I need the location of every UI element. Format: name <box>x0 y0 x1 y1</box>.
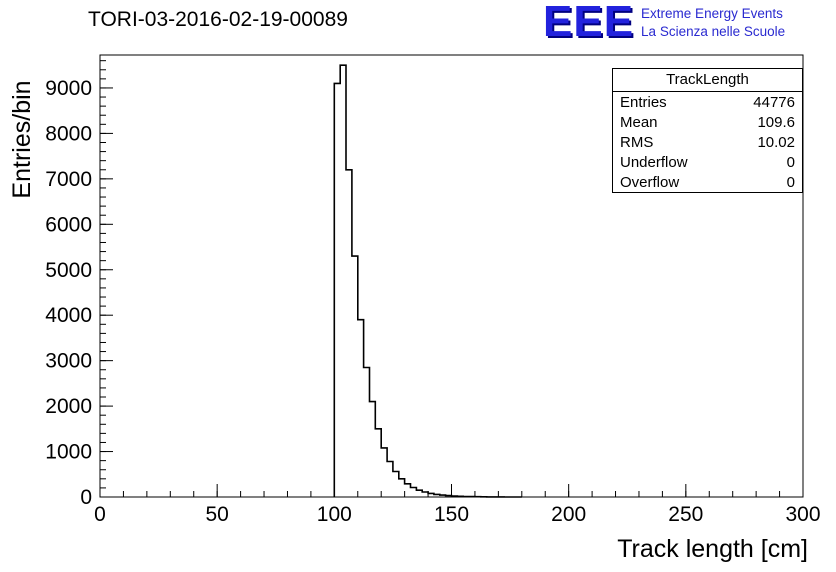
stats-row-rms: RMS 10.02 <box>613 132 802 152</box>
svg-text:5000: 5000 <box>45 259 92 282</box>
svg-text:1000: 1000 <box>45 441 92 464</box>
svg-text:300: 300 <box>785 503 820 526</box>
svg-text:150: 150 <box>434 503 469 526</box>
svg-text:4000: 4000 <box>45 304 92 327</box>
stats-row-underflow: Underflow 0 <box>613 152 802 172</box>
svg-text:9000: 9000 <box>45 77 92 100</box>
svg-text:7000: 7000 <box>45 168 92 191</box>
stats-value: 44776 <box>753 93 795 111</box>
eee-logo: EEE Extreme Energy Events La Scienza nel… <box>543 0 785 46</box>
stats-label: RMS <box>620 133 654 151</box>
stats-label: Overflow <box>620 173 680 191</box>
stats-value: 10.02 <box>757 133 795 151</box>
svg-text:200: 200 <box>551 503 586 526</box>
svg-text:100: 100 <box>317 503 352 526</box>
eee-logo-text: Extreme Energy Events La Scienza nelle S… <box>641 2 785 41</box>
stats-row-mean: Mean 109.6 <box>613 112 802 132</box>
stats-box-title: TrackLength <box>613 69 802 92</box>
x-axis-label: Track length [cm] <box>617 535 808 563</box>
svg-text:0: 0 <box>94 503 106 526</box>
stats-label: Mean <box>620 113 658 131</box>
svg-text:8000: 8000 <box>45 122 92 145</box>
y-axis-label: Entries/bin <box>8 80 36 199</box>
stats-value: 109.6 <box>757 113 795 131</box>
eee-logo-letters: EEE <box>543 0 635 46</box>
stats-value: 0 <box>786 153 795 171</box>
eee-logo-line2: La Scienza nelle Scuole <box>641 24 786 40</box>
svg-text:3000: 3000 <box>45 350 92 373</box>
stats-label: Entries <box>620 93 667 111</box>
svg-text:50: 50 <box>205 503 228 526</box>
svg-text:250: 250 <box>668 503 703 526</box>
svg-text:0: 0 <box>80 486 92 509</box>
stats-value: 0 <box>786 173 795 191</box>
stats-box: TrackLength Entries 44776 Mean 109.6 RMS… <box>612 68 803 193</box>
svg-text:6000: 6000 <box>45 213 92 236</box>
plot-title: TORI-03-2016-02-19-00089 <box>88 8 348 31</box>
eee-logo-line1: Extreme Energy Events <box>641 6 783 21</box>
stats-row-overflow: Overflow 0 <box>613 172 802 192</box>
stats-row-entries: Entries 44776 <box>613 92 802 112</box>
svg-text:2000: 2000 <box>45 395 92 418</box>
stats-label: Underflow <box>620 153 688 171</box>
